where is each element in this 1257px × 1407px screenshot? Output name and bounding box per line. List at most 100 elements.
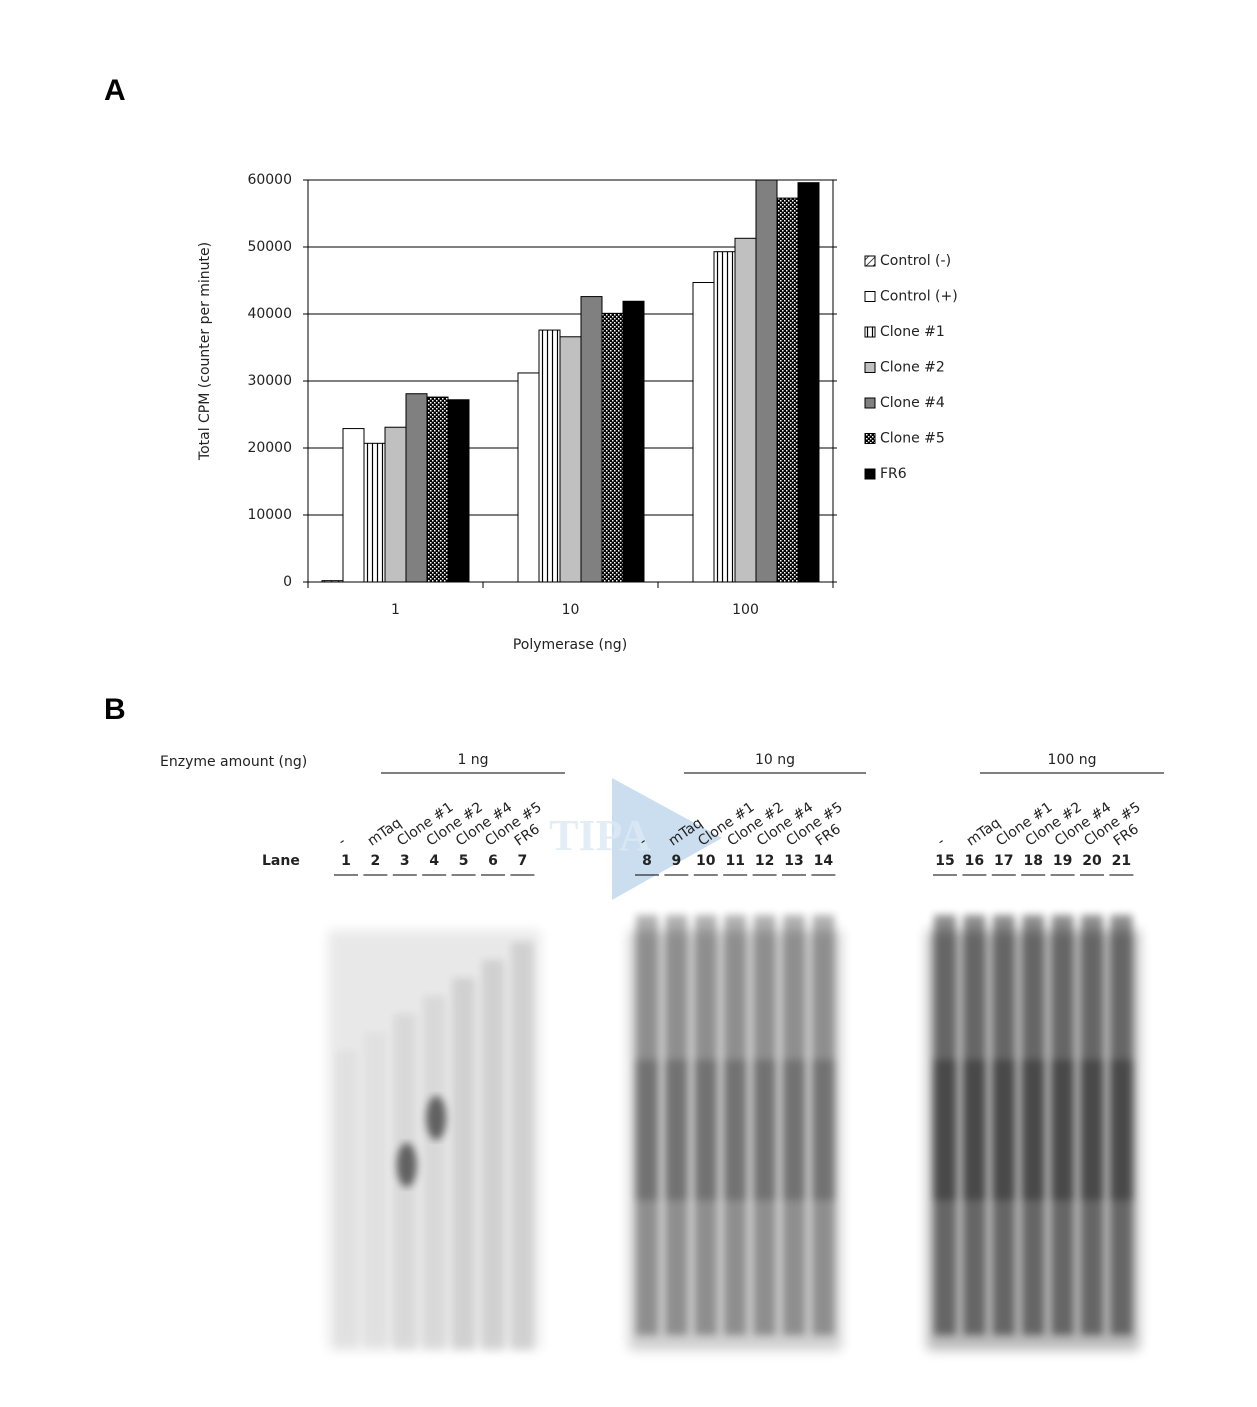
x-tick-label: 10 (562, 602, 580, 618)
gel-band (963, 1060, 986, 1200)
gel-lane (364, 1032, 386, 1350)
bar (426, 396, 449, 583)
sample-label: - (934, 834, 947, 850)
lane-number: 12 (755, 853, 774, 869)
lane-number: 9 (672, 853, 682, 869)
bar (797, 182, 820, 583)
legend-label: FR6 (880, 466, 907, 482)
gel-lane (423, 996, 446, 1350)
bar (405, 393, 428, 583)
bar (734, 237, 757, 583)
y-tick-label: 60000 (247, 172, 292, 188)
sample-label: - (335, 834, 348, 850)
lane-number: 15 (935, 853, 954, 869)
x-axis-label: Polymerase (ng) (513, 637, 627, 653)
legend-label: Clone #1 (880, 324, 945, 340)
lane-number: 16 (965, 853, 984, 869)
gel-band (694, 1060, 717, 1200)
group-label: 10 ng (755, 752, 795, 768)
lane-number: 18 (1023, 853, 1042, 869)
lane-number: 4 (429, 853, 439, 869)
bar (692, 282, 715, 583)
lane-number: 19 (1053, 853, 1072, 869)
legend-label: Control (-) (880, 253, 951, 269)
gel-band (636, 1060, 658, 1200)
legend-swatch (864, 468, 876, 480)
lane-number: 8 (642, 853, 652, 869)
lane-number: 3 (400, 853, 410, 869)
gel-band (396, 1143, 417, 1187)
group-label: 1 ng (457, 752, 488, 768)
lane-number: 10 (696, 853, 716, 869)
gel-lane (511, 942, 534, 1350)
bar (342, 428, 365, 583)
watermark: TIPA (549, 811, 651, 860)
legend-label: Clone #4 (880, 395, 945, 411)
gel-band (1081, 1060, 1103, 1200)
y-tick-label: 0 (283, 574, 292, 590)
y-axis-label: Total CPM (counter per minute) (197, 242, 213, 461)
y-tick-label: 50000 (247, 239, 292, 255)
bar (601, 312, 624, 583)
bar (580, 296, 603, 583)
lane-number: 21 (1112, 853, 1131, 869)
bar (559, 336, 582, 583)
gel-band (753, 1060, 776, 1200)
bar (384, 426, 407, 583)
watermark-shape (612, 778, 722, 900)
lane-header: Lane (262, 853, 300, 869)
lane-number: 6 (488, 853, 498, 869)
legend-swatch (864, 326, 876, 338)
legend-label: Clone #5 (880, 431, 945, 447)
bar (517, 372, 540, 583)
gel-band (1022, 1060, 1045, 1200)
gel-title: Enzyme amount (ng) (160, 754, 307, 770)
bar (713, 251, 736, 583)
y-tick-label: 10000 (247, 507, 292, 523)
gel-band (724, 1060, 747, 1200)
gel-band (1051, 1060, 1074, 1200)
y-tick-label: 20000 (247, 440, 292, 456)
legend-swatch (864, 362, 876, 373)
gel-lane (482, 960, 504, 1350)
lane-number: 2 (371, 853, 381, 869)
legend-swatch (864, 255, 876, 267)
gel-lane (452, 978, 475, 1350)
lane-number: 1 (341, 853, 351, 869)
lane-number: 20 (1082, 853, 1102, 869)
gel-lane (335, 1050, 357, 1350)
gel-band (426, 1096, 447, 1140)
gel-band (992, 1060, 1015, 1200)
lane-number: 7 (518, 853, 528, 869)
lane-number: 17 (994, 853, 1013, 869)
bar (447, 399, 470, 583)
panel-label: A (104, 74, 126, 107)
legend-swatch (864, 291, 876, 302)
y-tick-label: 40000 (247, 306, 292, 322)
legend-swatch (864, 433, 876, 444)
group-label: 100 ng (1048, 752, 1097, 768)
panel-label: B (104, 693, 126, 726)
bar (363, 442, 386, 583)
x-tick-label: 1 (391, 602, 400, 618)
lane-number: 14 (814, 853, 834, 869)
y-tick-label: 30000 (247, 373, 292, 389)
gel-band (783, 1060, 805, 1200)
legend-label: Clone #2 (880, 360, 945, 376)
x-tick-label: 100 (732, 602, 759, 618)
gel-band (665, 1060, 688, 1200)
bar (776, 197, 799, 583)
legend-swatch (864, 397, 876, 409)
gel-band (812, 1060, 835, 1200)
gel-image (328, 915, 1140, 1350)
bar (321, 580, 344, 583)
lane-number: 13 (784, 853, 803, 869)
gel-band (1110, 1060, 1133, 1200)
bar (755, 179, 778, 583)
lane-number: 5 (459, 853, 469, 869)
lane-number: 11 (725, 853, 744, 869)
gel-band (934, 1060, 956, 1200)
bar (538, 329, 561, 583)
legend-label: Control (+) (880, 289, 958, 305)
